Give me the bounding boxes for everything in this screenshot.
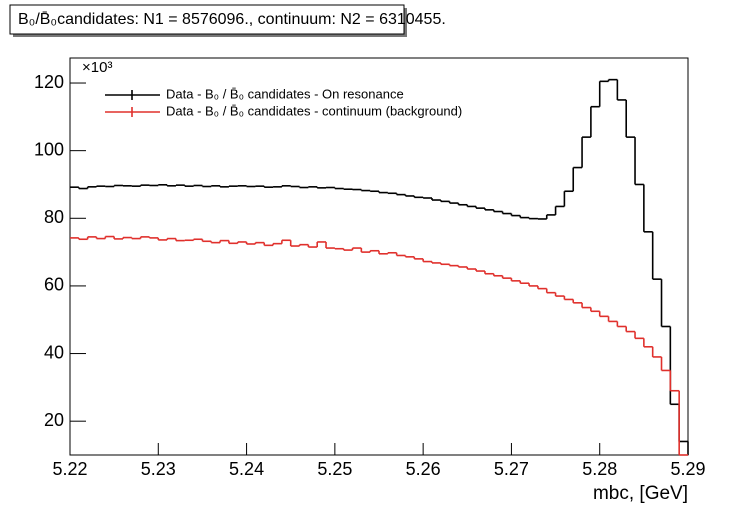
y-tick-label: 60 [44,275,64,295]
y-tick-label: 40 [44,342,64,362]
y-scale-label: ×10³ [82,59,112,76]
x-tick-label: 5.26 [406,459,441,479]
x-tick-label: 5.22 [52,459,87,479]
x-tick-label: 5.27 [494,459,529,479]
x-tick-label: 5.25 [317,459,352,479]
plot-frame [69,57,689,456]
y-tick-label: 80 [44,207,64,227]
chart-title: B₀/B̄₀candidates: N1 = 8576096., continu… [18,11,446,28]
x-axis-label: mbc, [GeV] [593,483,688,504]
title-box [9,4,405,35]
x-tick-label: 5.28 [582,459,617,479]
legend-label: Data - B₀ / B̄₀ candidates - On resonanc… [166,86,404,101]
y-tick-label: 120 [34,72,64,92]
x-tick-label: 5.23 [141,459,176,479]
y-tick-label: 20 [44,410,64,430]
legend-label: Data - B₀ / B̄₀ candidates - continuum (… [166,103,462,118]
x-tick-label: 5.29 [670,459,705,479]
y-tick-label: 100 [34,139,64,159]
x-tick-label: 5.24 [229,459,264,479]
